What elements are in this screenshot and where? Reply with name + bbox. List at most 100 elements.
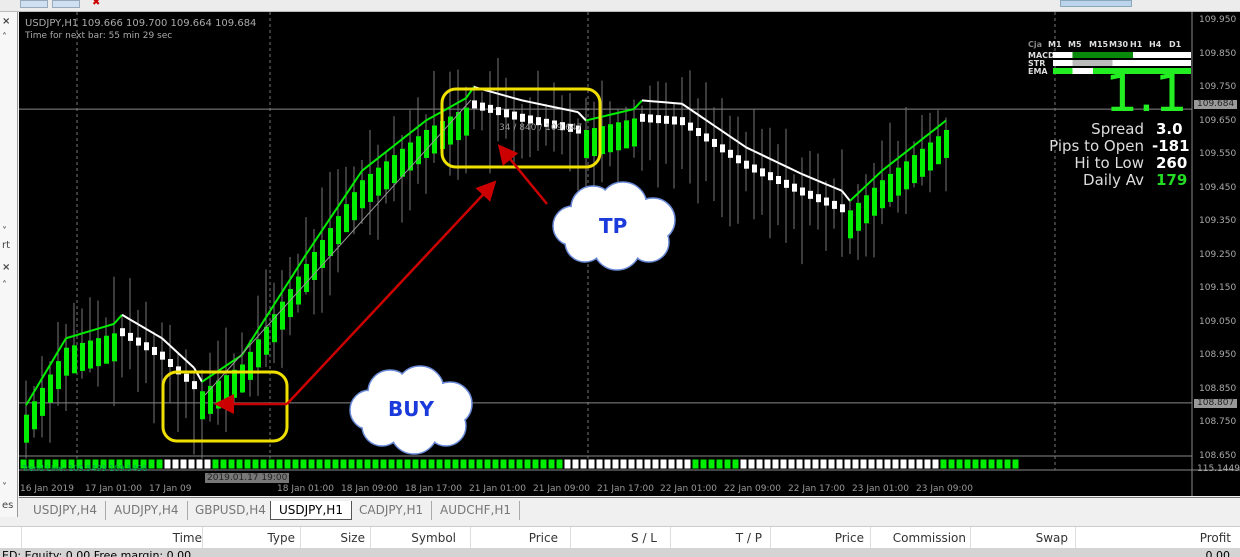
ema-line bbox=[393, 138, 403, 147]
ema-line bbox=[729, 135, 739, 143]
signal-cell bbox=[707, 458, 716, 470]
trend-text: Trend Line: 109.5499 109.5498 bbox=[22, 464, 148, 473]
stat-value: 260 bbox=[1156, 154, 1188, 172]
trend-bar bbox=[336, 216, 341, 245]
ema-line bbox=[609, 111, 619, 116]
signal-cell bbox=[651, 458, 660, 470]
time-tick: 23 Jan 01:00 bbox=[852, 484, 909, 494]
column-header[interactable]: Size bbox=[340, 531, 365, 545]
column-header[interactable]: Time bbox=[172, 531, 202, 545]
ema-line bbox=[73, 332, 83, 337]
signal-cell bbox=[539, 458, 548, 470]
ema-line bbox=[281, 279, 291, 293]
trend-bar bbox=[312, 251, 317, 280]
signal-cell bbox=[795, 458, 804, 470]
chart-tab[interactable]: USDJPY,H4 bbox=[25, 501, 106, 520]
close-icon[interactable]: × bbox=[2, 262, 11, 273]
signal-cell bbox=[971, 458, 980, 470]
trend-bar bbox=[752, 164, 757, 173]
column-header[interactable]: Swap bbox=[1035, 531, 1068, 545]
trend-bar bbox=[728, 149, 733, 158]
toolbar-button[interactable] bbox=[20, 0, 48, 8]
trend-bar bbox=[272, 314, 277, 343]
time-tick: 22 Jan 09:00 bbox=[724, 484, 781, 494]
scroll-up-icon[interactable]: ˄ bbox=[2, 32, 7, 43]
price-chart[interactable]: USDJPY,H1 109.666 109.700 109.664 109.68… bbox=[19, 12, 1240, 496]
tf-label: M1 bbox=[1048, 40, 1062, 49]
signal-cell bbox=[43, 458, 52, 470]
trend-bar bbox=[840, 204, 845, 213]
signal-cell bbox=[947, 458, 956, 470]
big-value: 1.1 bbox=[1105, 64, 1188, 124]
time-tick: 16 Jan 2019 bbox=[20, 484, 74, 494]
trend-bar bbox=[184, 373, 189, 382]
column-header[interactable]: Type bbox=[267, 531, 295, 545]
trend-bar bbox=[520, 113, 525, 122]
price-tick: 109.950 bbox=[1199, 15, 1237, 25]
close-icon[interactable]: × bbox=[2, 16, 11, 27]
ema-line bbox=[353, 170, 363, 184]
signal-cell bbox=[91, 458, 100, 470]
column-header[interactable]: Commission bbox=[892, 531, 966, 545]
crosshair-time-label: 2019.01.17 19:00 bbox=[205, 473, 290, 483]
scroll-down-icon[interactable]: ˅ bbox=[2, 226, 7, 237]
trend-bar bbox=[672, 116, 677, 125]
chart-tab[interactable]: AUDCHF,H1 bbox=[432, 501, 521, 520]
column-header[interactable]: Profit bbox=[1199, 531, 1231, 545]
signal-cell bbox=[747, 458, 756, 470]
ema-line bbox=[641, 99, 651, 103]
column-separator bbox=[770, 527, 771, 549]
signal-cell bbox=[787, 458, 796, 470]
chart-tab[interactable]: USDJPY,H1 bbox=[270, 501, 352, 520]
ema-line bbox=[65, 334, 75, 340]
scroll-down-icon[interactable]: ˅ bbox=[2, 482, 7, 493]
column-header[interactable]: S / L bbox=[631, 531, 657, 545]
trend-bar bbox=[688, 122, 693, 131]
time-tick: 18 Jan 01:00 bbox=[277, 484, 334, 494]
chart-tab[interactable]: CADJPY,H1 bbox=[351, 501, 433, 520]
row-label: EMA bbox=[1028, 67, 1048, 76]
signal-cell bbox=[739, 458, 748, 470]
trend-bar bbox=[152, 346, 157, 355]
stat-value: -181 bbox=[1152, 137, 1190, 155]
trend-bar bbox=[88, 340, 93, 369]
ema-line bbox=[113, 314, 123, 325]
ema-line bbox=[801, 173, 811, 179]
trend-bar bbox=[896, 167, 901, 196]
ema-line bbox=[673, 102, 683, 105]
column-separator bbox=[370, 527, 371, 549]
price-tick: 109.250 bbox=[1199, 249, 1237, 260]
trend-bar bbox=[536, 117, 541, 126]
column-header[interactable]: T / P bbox=[735, 531, 762, 545]
ema-line bbox=[577, 111, 587, 122]
trend-bar bbox=[704, 133, 709, 142]
status-bar: ED: Equity: 0.00 Free margin: 0.00 0.00 bbox=[0, 548, 1240, 557]
ema-line bbox=[105, 322, 115, 328]
column-header[interactable]: Price bbox=[834, 531, 864, 545]
trend-bar bbox=[248, 351, 253, 380]
toolbar-button[interactable] bbox=[1060, 0, 1132, 7]
ema-line bbox=[305, 241, 315, 256]
trend-bar bbox=[856, 202, 861, 231]
chart-tab[interactable]: GBPUSD,H4 bbox=[187, 501, 275, 520]
chart-tab[interactable]: AUDJPY,H4 bbox=[106, 501, 188, 520]
signal-cell bbox=[883, 458, 892, 470]
signal-cell bbox=[123, 458, 132, 470]
remove-icon[interactable]: ✖ bbox=[92, 0, 101, 8]
trend-bar bbox=[200, 391, 205, 420]
ema-line bbox=[769, 157, 779, 164]
toolbar-button[interactable] bbox=[52, 0, 80, 8]
column-header[interactable]: Price bbox=[528, 531, 558, 545]
signal-cell bbox=[379, 458, 388, 470]
trend-bar bbox=[320, 240, 325, 269]
column-header[interactable]: Symbol bbox=[411, 531, 456, 545]
signal-cell bbox=[923, 458, 932, 470]
tf-label: M5 bbox=[1068, 40, 1082, 49]
ema-line bbox=[865, 177, 875, 187]
price-tick: 109.450 bbox=[1199, 182, 1237, 193]
scroll-up-icon[interactable]: ˄ bbox=[2, 280, 7, 291]
ema-line bbox=[377, 151, 387, 159]
ema-line bbox=[745, 146, 755, 153]
ema-line bbox=[689, 108, 699, 116]
signal-cell bbox=[763, 458, 772, 470]
